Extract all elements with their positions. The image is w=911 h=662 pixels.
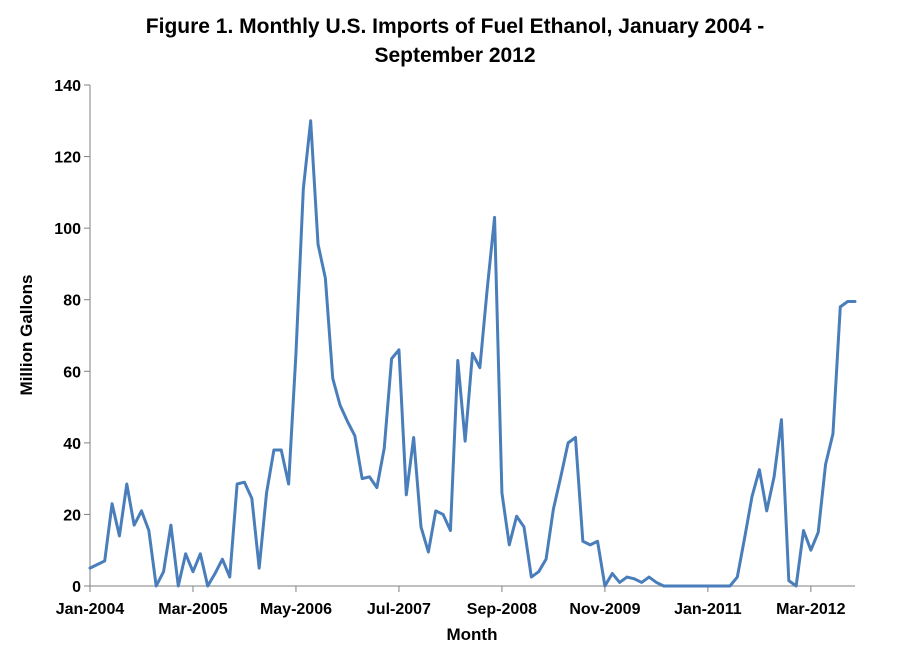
y-tick-label: 80: [63, 293, 81, 310]
x-tick-label: May-2006: [260, 601, 332, 618]
y-tick-label: 140: [54, 78, 81, 95]
y-tick-label: 20: [63, 507, 81, 524]
chart-title-line-2: September 2012: [374, 44, 535, 67]
x-tick-label: Mar-2012: [776, 601, 845, 618]
x-axis-title: Month: [447, 625, 498, 644]
chart-title-line-1: Figure 1. Monthly U.S. Imports of Fuel E…: [146, 15, 764, 38]
series-group: [88, 119, 857, 588]
y-axis-ticks: 0 20 40 60 80 100 120 140: [54, 78, 90, 596]
series-line-imports: [88, 119, 857, 588]
y-axis-title: Million Gallons: [17, 275, 36, 396]
x-axis-ticks: Jan-2004 Mar-2005 May-2006 Jul-2007 Sep-2008…: [56, 586, 846, 618]
x-tick-label: Jan-2004: [56, 601, 125, 618]
x-tick-label: Jan-2011: [674, 601, 742, 618]
x-tick-label: Sep-2008: [467, 601, 537, 618]
y-tick-label: 60: [63, 364, 81, 381]
y-tick-label: 120: [54, 150, 81, 167]
x-tick-label: Mar-2005: [158, 601, 227, 618]
x-tick-label: Jul-2007: [367, 601, 431, 618]
x-tick-label: Nov-2009: [569, 601, 640, 618]
y-tick-label: 40: [63, 436, 81, 453]
y-tick-label: 100: [54, 221, 81, 238]
y-tick-label: 0: [72, 579, 81, 596]
